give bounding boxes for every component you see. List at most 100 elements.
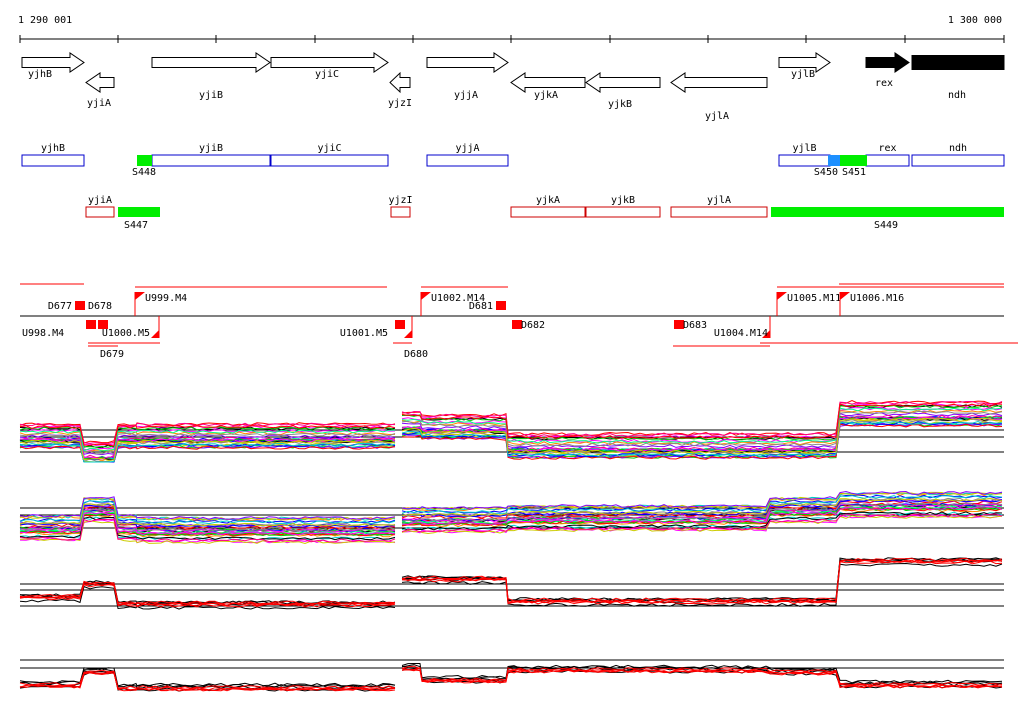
terminator-flag-icon [151, 330, 159, 338]
expression-profile-line [401, 667, 1003, 689]
gene-box-yjhB [21, 154, 85, 167]
gene-arrow-yjjA [426, 52, 509, 73]
feature-label: D683 [683, 320, 707, 331]
ruler-end-label: 1 300 000 [948, 15, 1002, 26]
promoter-flag-icon [840, 292, 850, 300]
decrease-marker [75, 301, 85, 310]
segment-S447 [118, 207, 160, 217]
expression-profile-line [401, 407, 1003, 444]
expression-profile-line [401, 423, 1003, 460]
gene-arrow-yjzI [389, 71, 411, 94]
feature-label: U1005.M11 [787, 293, 841, 304]
gene-box-label-yjlB: yjlB [792, 143, 816, 154]
expression-profile-line [401, 506, 1003, 526]
segment-S451 [840, 155, 867, 166]
expression-profile-line [19, 511, 396, 536]
feature-label: U998.M4 [22, 328, 64, 339]
expression-profile-line [19, 496, 396, 520]
expression-profile-line [19, 502, 396, 527]
expression-profile-line [401, 560, 1003, 605]
promoter-flag-icon [777, 292, 787, 300]
feature-label: U1000.M5 [102, 328, 150, 339]
gene-arrow-rex [865, 52, 910, 73]
expression-profile-line [401, 499, 1003, 518]
expression-profile-line [402, 558, 1003, 604]
gene-box-yjzI [390, 206, 411, 218]
gene-arrow-yjiC [270, 52, 389, 73]
terminator-flag-icon [404, 330, 412, 338]
gene-box-label-yjkA: yjkA [536, 195, 560, 206]
expression-profile-line [401, 490, 1003, 510]
gene-label-yjlA: yjlA [705, 111, 729, 122]
expression-profile-line [401, 417, 1003, 454]
gene-box-yjlB [778, 154, 831, 167]
segment-label-S449: S449 [874, 220, 898, 231]
gene-arrow-yjlA [670, 72, 768, 93]
gene-box-yjiB [151, 154, 271, 167]
feature-label: U1004.M14 [714, 328, 768, 339]
gene-arrow-yjiB [151, 52, 271, 73]
feature-label: D678 [88, 301, 112, 312]
expression-profile-line [401, 404, 1003, 441]
feature-label: D680 [404, 349, 428, 360]
gene-box-label-ndh: ndh [949, 143, 967, 154]
gene-arrow-yjhB [21, 52, 85, 73]
expression-profile-line [401, 559, 1003, 604]
expression-profile-line [401, 491, 1003, 511]
expression-profile-line [19, 445, 396, 463]
promoter-flag-icon [135, 292, 145, 300]
expression-profile-line [401, 500, 1003, 520]
gene-box-label-yjlA: yjlA [707, 195, 731, 206]
expression-profile-line [401, 403, 1003, 439]
expression-profile-line [19, 429, 395, 452]
feature-label: U1002.M14 [431, 293, 485, 304]
gene-box-yjiA [85, 206, 115, 218]
decrease-marker [395, 320, 405, 329]
expression-profile-line [401, 421, 1003, 458]
gene-box-label-yjjA: yjjA [455, 143, 479, 154]
ruler-start-label: 1 290 001 [18, 15, 72, 26]
gene-arrow-yjkB [585, 72, 661, 93]
gene-box-label-yjzI: yjzI [388, 195, 412, 206]
gene-box-yjkB [585, 206, 661, 218]
expression-profile-line [401, 559, 1003, 604]
gene-arrow-yjiA [85, 72, 115, 93]
expression-profile-line [401, 562, 1003, 607]
gene-arrow-yjlB [778, 52, 831, 73]
expression-profile-line [19, 425, 396, 447]
segment-label-S450: S450 [814, 167, 838, 178]
segment-label-S451: S451 [842, 167, 866, 178]
decrease-marker [496, 301, 506, 310]
expression-profile-line [19, 518, 396, 543]
expression-profile-line [19, 585, 396, 610]
gene-box-label-yjiA: yjiA [88, 195, 112, 206]
expression-profile-line [19, 442, 396, 463]
gene-label-yjlB: yjlB [791, 69, 815, 80]
expression-profile-line [401, 497, 1003, 517]
gene-label-yjiC: yjiC [315, 69, 339, 80]
expression-profile-line [401, 410, 1003, 447]
expression-profile-line [19, 667, 396, 687]
expression-profile-line [401, 420, 1003, 457]
gene-label-yjjA: yjjA [454, 90, 478, 101]
feature-label: U999.M4 [145, 293, 187, 304]
expression-profile-line [19, 439, 396, 461]
segment-S449 [771, 207, 1004, 217]
decrease-marker [674, 320, 684, 329]
segment-S450 [828, 155, 840, 166]
expression-profile-line [401, 412, 1003, 449]
promoter-flag-icon [421, 292, 431, 300]
expression-profile-line [401, 422, 1003, 459]
expression-profile-line [401, 665, 1003, 686]
expression-profile-line [401, 404, 1003, 441]
segment-S448 [137, 155, 152, 166]
gene-box-yjiC [270, 154, 389, 167]
decrease-marker [98, 320, 108, 329]
gene-box-label-yjiB: yjiB [199, 143, 223, 154]
feature-label: D677 [48, 301, 72, 312]
segment-label-S447: S447 [124, 220, 148, 231]
terminator-flag-icon [762, 330, 770, 338]
feature-label: U1006.M16 [850, 293, 904, 304]
gene-arrow-yjkA [510, 72, 586, 93]
